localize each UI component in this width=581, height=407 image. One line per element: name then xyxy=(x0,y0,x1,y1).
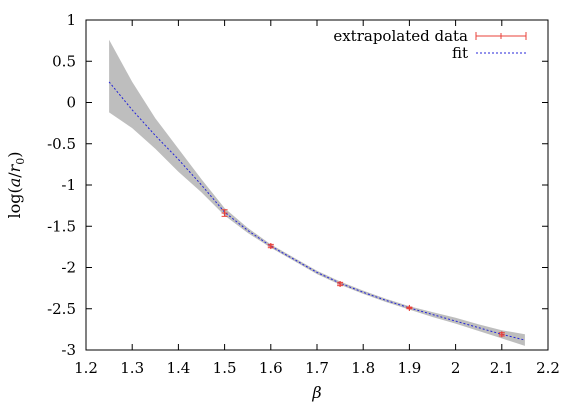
legend-swatch-data xyxy=(475,32,527,40)
plot-frame xyxy=(85,19,549,351)
y-ticks-group: 1 0.5 0 -0.5 -1 -1.5 -2 -2.5 -3 xyxy=(47,11,548,359)
y-axis-label-sep: / xyxy=(5,172,24,178)
data-point-1 xyxy=(267,243,274,250)
legend-label-fit: fit xyxy=(452,44,468,62)
y-tick-label: 0 xyxy=(66,94,76,112)
x-tick-label: 1.4 xyxy=(166,359,190,377)
legend: extrapolated data fit xyxy=(333,27,527,62)
y-axis-label-num: a xyxy=(5,178,24,188)
data-point-0 xyxy=(221,209,228,217)
fit-curve-group xyxy=(108,81,526,341)
x-tick-label: 1.6 xyxy=(259,359,283,377)
x-tick-label: 1.5 xyxy=(213,359,237,377)
y-tick-label: -1 xyxy=(61,176,76,194)
x-tick-label: 1.9 xyxy=(397,359,421,377)
x-tick-label: 2.1 xyxy=(490,359,514,377)
y-axis-label: log(a/r0) xyxy=(5,151,27,218)
fit-curve xyxy=(108,81,526,341)
x-tick-label: 1.2 xyxy=(74,359,98,377)
x-axis-label: β xyxy=(311,383,321,402)
error-band xyxy=(109,39,525,346)
data-point-2 xyxy=(337,281,344,287)
y-axis-label-sub: 0 xyxy=(14,158,27,165)
x-tick-label: 1.3 xyxy=(120,359,144,377)
legend-label-data: extrapolated data xyxy=(333,27,468,45)
x-tick-label: 2 xyxy=(451,359,461,377)
data-point-3 xyxy=(406,304,413,311)
y-tick-label: -2 xyxy=(61,259,76,277)
x-tick-label: 1.7 xyxy=(305,359,329,377)
data-points-group xyxy=(221,209,505,338)
y-axis-label-func: log( xyxy=(5,187,24,218)
y-tick-label: -0.5 xyxy=(47,135,76,153)
y-tick-label: -1.5 xyxy=(47,217,76,235)
x-tick-label: 2.2 xyxy=(536,359,560,377)
x-tick-label: 1.8 xyxy=(351,359,375,377)
data-point-4 xyxy=(498,331,505,338)
y-tick-label: 0.5 xyxy=(52,52,76,70)
y-axis-label-den: r xyxy=(5,163,24,172)
x-ticks-group: 1.2 1.3 1.4 1.5 1.6 1.7 1.8 1.9 2 2.1 2.2 xyxy=(74,20,560,377)
y-axis-label-close: ) xyxy=(5,151,24,157)
y-tick-label: -3 xyxy=(61,341,76,359)
y-tick-label: -2.5 xyxy=(47,300,76,318)
y-tick-label: 1 xyxy=(66,11,76,29)
